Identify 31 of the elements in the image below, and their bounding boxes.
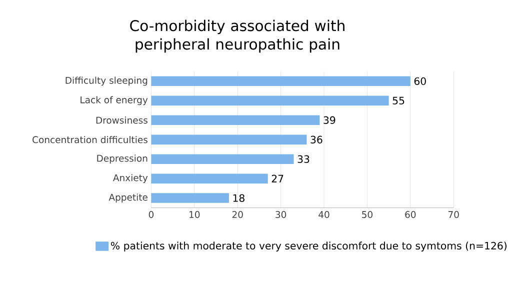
x-tick-label: 20 [232,211,243,218]
x-tick-label: 0 [148,211,154,218]
data-label: 55 [392,96,404,105]
data-label: 36 [310,136,322,144]
x-tick-label: 40 [318,211,330,218]
bar [151,134,307,145]
x-tick-label: 70 [448,211,459,218]
x-tick-label: 10 [190,211,200,218]
data-label: 27 [272,174,284,182]
x-tick-label: 60 [405,211,416,218]
y-tick-label: Anxiety [113,174,148,184]
y-tick-label: Concentration difficulties [32,136,148,144]
bar [151,76,410,86]
data-label: 39 [324,116,336,124]
y-tick-label: Appetite [108,194,148,203]
bar [151,115,320,126]
data-label: 33 [298,155,310,164]
y-tick-label: Difficulty sleeping [66,76,148,86]
y-tick-label: Drowsiness [96,116,148,124]
data-label: 60 [414,77,426,86]
bar [151,154,294,164]
data-label: 18 [233,194,244,202]
bar [151,193,229,204]
x-tick-label: 50 [362,211,372,218]
y-tick-label: Depression [97,154,148,164]
bar [151,174,268,184]
chart-title: Co-morbidity associated with peripheral neuropathic pain [130,20,344,53]
y-tick-label: Lack of energy [80,96,148,106]
legend-label: % patients with moderate to very severe discomfort due to symtoms (n=126) [110,242,506,252]
x-tick-label: 30 [276,211,286,218]
bar [151,96,389,106]
